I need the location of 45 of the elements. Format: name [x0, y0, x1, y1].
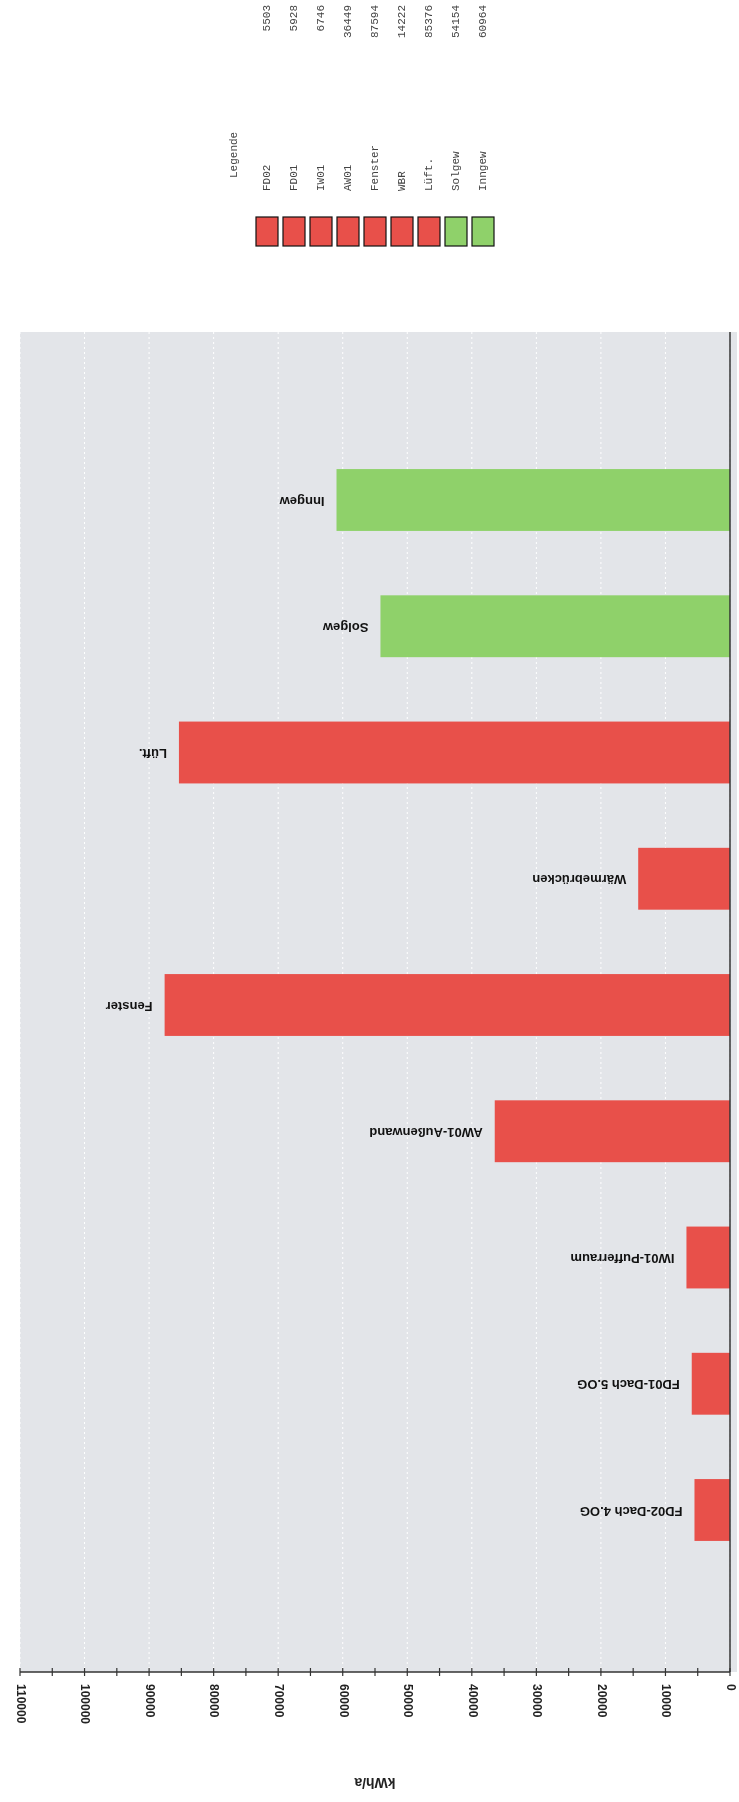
text: FD01 [287, 164, 300, 191]
bar [691, 1352, 730, 1415]
text: AW01 [341, 164, 354, 191]
x-tick-label: 20000 [594, 1684, 609, 1718]
x-tick-label: 70000 [272, 1684, 287, 1718]
y-tick-label: FD02-Dach 4.OG [579, 1503, 683, 1519]
text: Inngew [476, 150, 489, 191]
text: 5503 [260, 5, 273, 32]
y-tick-label: Wärmebrücken [532, 872, 627, 888]
x-tick-label: 90000 [142, 1684, 157, 1718]
text: 14222 [395, 5, 408, 39]
text: IW01 [314, 164, 327, 191]
text: FD02 [260, 164, 273, 191]
bar [336, 469, 730, 531]
x-tick-label: 110000 [13, 1684, 28, 1724]
y-tick-label: FD01-Dach 5.OG [577, 1377, 680, 1393]
text: 60964 [476, 4, 489, 39]
text: 54154 [449, 4, 462, 39]
x-tick-label: 50000 [401, 1684, 416, 1718]
text: 87594 [368, 4, 381, 39]
text: 5928 [287, 5, 300, 32]
bar [694, 1479, 730, 1541]
text: 6746 [314, 5, 327, 32]
bar [494, 1100, 730, 1163]
x-tick-label: 30000 [530, 1684, 545, 1718]
bar [380, 595, 730, 658]
legend-title: Legende [227, 131, 240, 178]
text: 36449 [341, 5, 354, 39]
text: 85376 [422, 5, 435, 39]
bar [638, 847, 730, 910]
x-tick-label: 0 [723, 1684, 738, 1691]
bar [686, 1226, 730, 1289]
x-tick-label: 40000 [465, 1684, 480, 1718]
y-tick-label: IW01-Pufferraum [570, 1251, 675, 1267]
x-tick-label: 60000 [336, 1684, 351, 1718]
y-tick-label: AW01-Außenwand [369, 1124, 483, 1140]
bar [178, 721, 730, 784]
x-tick-label: 100000 [78, 1684, 93, 1725]
text: WBR [395, 170, 408, 191]
text: Solgew [449, 150, 462, 191]
text: Lüft. [422, 157, 435, 191]
x-tick-label: 80000 [207, 1684, 222, 1718]
x-axis-title: kWh/a [354, 1775, 396, 1792]
bar [164, 974, 730, 1036]
x-tick-label: 10000 [659, 1684, 674, 1718]
